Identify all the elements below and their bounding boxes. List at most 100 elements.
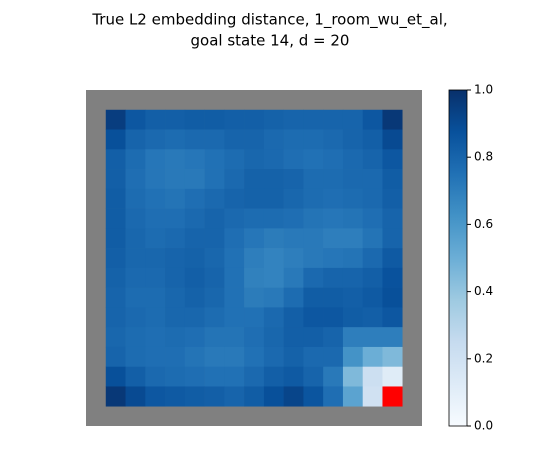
heat-cell xyxy=(244,267,265,288)
heat-cell xyxy=(125,386,146,407)
heat-cell xyxy=(145,327,166,348)
heat-cell xyxy=(342,386,364,407)
heat-cell xyxy=(125,327,146,348)
heat-cell xyxy=(145,149,166,170)
heat-cell xyxy=(342,346,364,368)
heat-cell xyxy=(362,248,383,269)
heat-cell xyxy=(244,287,265,308)
heat-cell xyxy=(283,386,304,407)
heat-cell xyxy=(303,248,324,269)
heat-cell xyxy=(323,346,344,368)
heat-cell xyxy=(362,267,383,288)
heat-cell xyxy=(224,267,245,288)
heat-cell xyxy=(204,327,225,348)
heat-cell xyxy=(303,287,324,308)
heat-cell xyxy=(263,208,284,229)
heat-cell xyxy=(362,149,383,170)
heat-cell xyxy=(224,109,245,130)
heat-cell xyxy=(263,149,284,170)
heat-cell xyxy=(165,109,186,130)
heat-cell xyxy=(105,169,126,190)
heat-cell xyxy=(184,366,205,387)
heat-cell xyxy=(283,169,304,190)
heat-cell xyxy=(342,366,364,387)
heat-cell xyxy=(224,307,245,328)
heat-cell xyxy=(145,267,166,288)
heat-cell xyxy=(263,346,284,368)
heat-cell xyxy=(244,228,265,249)
heat-cell xyxy=(204,228,225,249)
heat-cell xyxy=(145,109,166,130)
heat-cell xyxy=(165,228,186,249)
heat-cell xyxy=(244,208,265,229)
heat-cell xyxy=(184,228,205,249)
heat-cell xyxy=(224,346,245,368)
heat-cell xyxy=(125,169,146,190)
heat-cell xyxy=(362,327,383,348)
colorbar-tick-label: 0.0 xyxy=(474,419,493,433)
heat-cell xyxy=(204,287,225,308)
heat-cell xyxy=(323,366,344,387)
heat-cell xyxy=(342,307,364,328)
heat-cell xyxy=(303,366,324,387)
heat-cell xyxy=(184,248,205,269)
heat-cell xyxy=(303,386,324,407)
heat-cell xyxy=(204,307,225,328)
heat-cell xyxy=(362,287,383,308)
heat-cell xyxy=(283,248,304,269)
heat-cell xyxy=(303,307,324,328)
heat-cell xyxy=(303,346,324,368)
heat-cell xyxy=(204,267,225,288)
heat-cell xyxy=(145,287,166,308)
heat-cell xyxy=(263,248,284,269)
heat-cell xyxy=(323,267,344,288)
heat-cell xyxy=(283,267,304,288)
heat-cell xyxy=(382,208,403,229)
heat-cell xyxy=(342,287,364,308)
heat-cell xyxy=(244,248,265,269)
heat-cell xyxy=(125,208,146,229)
heat-cell xyxy=(263,307,284,328)
heat-cell xyxy=(244,307,265,328)
heat-cell xyxy=(165,129,186,150)
heat-cell xyxy=(105,346,126,368)
heat-cell xyxy=(105,327,126,348)
heat-cell xyxy=(224,169,245,190)
heat-cell xyxy=(263,386,284,407)
heat-cell xyxy=(204,346,225,368)
heat-cell xyxy=(323,248,344,269)
colorbar xyxy=(448,89,468,427)
heat-cell xyxy=(105,208,126,229)
heat-cell xyxy=(165,307,186,328)
heat-cell xyxy=(165,287,186,308)
heat-cell xyxy=(244,366,265,387)
heat-cell xyxy=(263,188,284,209)
heat-cell xyxy=(323,327,344,348)
heat-cell xyxy=(382,228,403,249)
heat-cell xyxy=(165,366,186,387)
heat-cell xyxy=(263,327,284,348)
heat-cell xyxy=(224,149,245,170)
heat-cell xyxy=(105,109,126,130)
heat-cell xyxy=(362,366,383,387)
heat-cell xyxy=(323,188,344,209)
heat-cell xyxy=(362,109,383,130)
heat-cell xyxy=(382,327,403,348)
heat-cell xyxy=(323,208,344,229)
heat-cell xyxy=(224,386,245,407)
heat-cell xyxy=(125,307,146,328)
heat-cell xyxy=(184,109,205,130)
heat-cell xyxy=(125,149,146,170)
heat-cell xyxy=(244,346,265,368)
heat-cell xyxy=(105,188,126,209)
heat-cell xyxy=(105,307,126,328)
heat-cell xyxy=(224,327,245,348)
heat-cell xyxy=(125,346,146,368)
heat-cell xyxy=(125,129,146,150)
heat-cell xyxy=(382,248,403,269)
heat-cell xyxy=(105,267,126,288)
heat-cell xyxy=(184,149,205,170)
heat-cell xyxy=(342,248,364,269)
heat-cell xyxy=(342,129,364,150)
heat-cell xyxy=(204,386,225,407)
